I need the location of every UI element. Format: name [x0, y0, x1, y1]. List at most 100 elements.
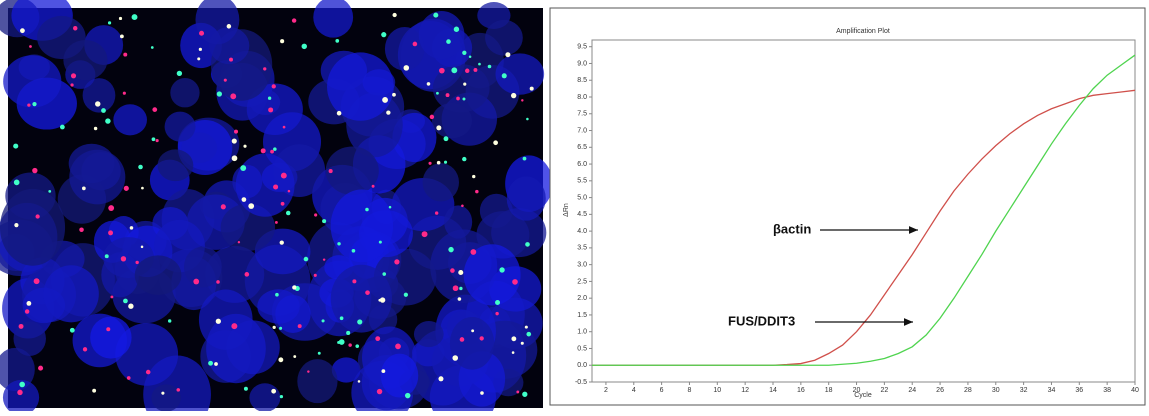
signal-dot: [234, 129, 239, 134]
signal-dot: [231, 323, 238, 330]
y-tick-label: 4.0: [577, 228, 587, 235]
nucleus: [235, 153, 295, 217]
signal-dot: [216, 280, 220, 284]
signal-dot: [348, 343, 352, 347]
signal-dot: [328, 169, 333, 174]
signal-dot: [355, 344, 360, 348]
signal-dot: [392, 12, 397, 18]
signal-dot: [279, 326, 283, 330]
nucleus: [13, 321, 46, 356]
signal-dot: [307, 370, 310, 373]
signal-dot: [215, 318, 221, 324]
signal-dot: [240, 165, 247, 172]
y-tick-label: 7.5: [577, 111, 587, 118]
signal-dot: [522, 391, 528, 397]
signal-dot: [79, 227, 84, 233]
signal-dot: [403, 292, 408, 297]
nucleus: [330, 189, 394, 263]
signal-dot: [17, 389, 23, 396]
signal-dot: [95, 101, 101, 107]
x-tick-label: 18: [825, 387, 833, 394]
signal-dot: [511, 351, 515, 354]
signal-dot: [260, 148, 266, 154]
nucleus: [164, 111, 196, 142]
signal-dot: [131, 14, 138, 21]
signal-dot: [511, 336, 517, 342]
signal-dot: [110, 295, 114, 299]
signal-dot: [462, 156, 467, 162]
signal-dot: [365, 207, 369, 212]
signal-dot: [152, 107, 158, 113]
x-tick-label: 10: [713, 387, 721, 394]
signal-dot: [59, 124, 65, 130]
signal-dot: [122, 91, 126, 95]
signal-dot: [495, 311, 499, 316]
signal-dot: [271, 388, 277, 394]
nucleus: [181, 132, 218, 163]
signal-dot: [230, 93, 237, 100]
y-tick-label: 4.5: [577, 211, 587, 218]
y-tick-label: 8.0: [577, 94, 587, 101]
signal-dot: [151, 137, 156, 142]
signal-dot: [339, 316, 344, 321]
signal-dot: [463, 82, 467, 86]
signal-dot: [19, 381, 26, 388]
y-tick-label: 8.5: [577, 77, 587, 84]
signal-dot: [287, 189, 291, 193]
signal-dot: [32, 102, 37, 107]
signal-dot: [382, 96, 389, 103]
signal-dot: [176, 388, 181, 392]
signal-dot: [223, 78, 227, 82]
signal-dot: [465, 68, 470, 73]
signal-dot: [20, 28, 25, 34]
y-tick-label: 1.0: [577, 329, 587, 336]
signal-dot: [231, 155, 238, 162]
signal-dot: [193, 278, 200, 285]
nucleus: [195, 0, 240, 45]
signal-dot: [282, 125, 286, 129]
signal-dot: [14, 223, 19, 228]
micrograph-cells: [0, 0, 553, 416]
nucleus: [330, 264, 393, 333]
signal-dot: [126, 376, 131, 380]
signal-dot: [371, 184, 375, 188]
signal-dot: [82, 186, 86, 191]
nucleus: [485, 19, 523, 56]
signal-dot: [525, 242, 530, 247]
signal-dot: [145, 369, 151, 375]
signal-dot: [291, 18, 297, 23]
signal-dot: [459, 286, 463, 291]
signal-dot: [13, 143, 19, 149]
signal-dot: [214, 362, 218, 366]
signal-dot: [35, 214, 40, 219]
signal-dot: [461, 204, 464, 208]
signal-dot: [376, 388, 383, 395]
nucleus: [431, 102, 473, 139]
signal-dot: [526, 331, 532, 337]
signal-dot: [272, 325, 276, 329]
signal-dot: [123, 185, 129, 191]
signal-dot: [155, 139, 159, 143]
signal-dot: [321, 319, 325, 323]
signal-dot: [24, 309, 30, 314]
signal-dot: [337, 242, 341, 246]
x-tick-label: 2: [604, 387, 608, 394]
y-tick-label: 5.5: [577, 178, 587, 185]
signal-dot: [280, 172, 287, 179]
nucleus: [449, 316, 495, 370]
signal-dot: [263, 67, 267, 71]
plot-area: [591, 39, 1136, 383]
nucleus: [68, 143, 115, 184]
signal-dot: [357, 319, 363, 325]
y-tick-label: 7.0: [577, 127, 587, 134]
signal-dot: [123, 298, 128, 304]
signal-dot: [448, 246, 454, 253]
signal-dot: [70, 83, 74, 87]
signal-dot: [135, 260, 139, 265]
y-axis-label: ΔRn: [563, 203, 570, 217]
nucleus: [463, 244, 521, 306]
signal-dot: [439, 67, 445, 74]
x-tick-label: 20: [853, 387, 861, 394]
signal-dot: [451, 67, 458, 74]
x-tick-label: 22: [880, 387, 888, 394]
